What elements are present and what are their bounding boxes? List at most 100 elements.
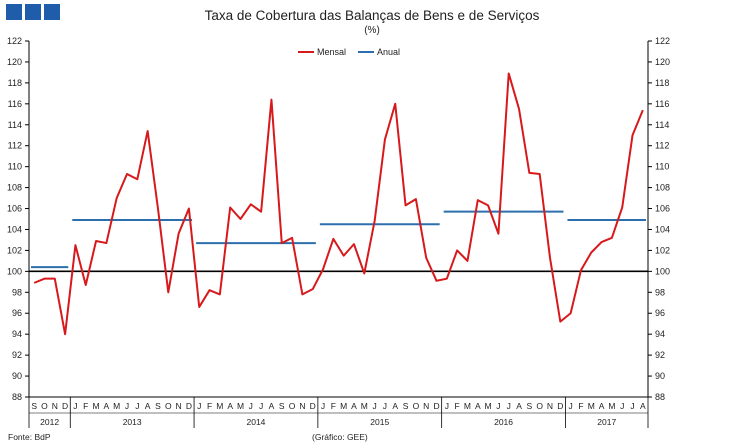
- y-tick-label-left: 104: [7, 224, 22, 234]
- y-tick-label-left: 100: [7, 266, 22, 276]
- logo-square-1: [6, 4, 22, 20]
- y-tick-label-left: 94: [12, 329, 22, 339]
- month-label: A: [227, 401, 233, 411]
- month-label: M: [588, 401, 595, 411]
- month-label: J: [321, 401, 325, 411]
- month-label: A: [392, 401, 398, 411]
- month-label: J: [125, 401, 129, 411]
- month-label: S: [279, 401, 285, 411]
- month-label: J: [507, 401, 511, 411]
- year-label: 2014: [247, 417, 266, 427]
- legend: Mensal Anual: [298, 47, 400, 57]
- year-label: 2013: [123, 417, 142, 427]
- month-label: F: [578, 401, 583, 411]
- y-tick-label-right: 106: [655, 204, 670, 214]
- month-label: S: [155, 401, 161, 411]
- month-label: J: [620, 401, 624, 411]
- y-tick-label-right: 104: [655, 224, 670, 234]
- y-tick-label-left: 120: [7, 57, 22, 67]
- month-label: J: [135, 401, 139, 411]
- month-label: M: [608, 401, 615, 411]
- month-label: O: [413, 401, 420, 411]
- month-label: M: [485, 401, 492, 411]
- month-label: N: [176, 401, 182, 411]
- month-label: A: [269, 401, 275, 411]
- month-label: N: [547, 401, 553, 411]
- month-label: D: [310, 401, 316, 411]
- month-label: J: [445, 401, 449, 411]
- y-tick-label-right: 96: [655, 308, 665, 318]
- logo-square-3: [44, 4, 60, 20]
- month-label: D: [433, 401, 439, 411]
- y-tick-label-right: 108: [655, 183, 670, 193]
- year-label: 2015: [370, 417, 389, 427]
- month-label: O: [289, 401, 296, 411]
- month-label: J: [383, 401, 387, 411]
- legend-label-mensal: Mensal: [317, 47, 346, 57]
- y-tick-label-left: 96: [12, 308, 22, 318]
- month-label: A: [599, 401, 605, 411]
- year-label: 2016: [494, 417, 513, 427]
- month-label: D: [62, 401, 68, 411]
- month-label: S: [527, 401, 533, 411]
- month-label: A: [475, 401, 481, 411]
- month-label: N: [299, 401, 305, 411]
- y-tick-label-left: 90: [12, 371, 22, 381]
- month-label: M: [113, 401, 120, 411]
- month-label: A: [351, 401, 357, 411]
- month-label: A: [145, 401, 151, 411]
- y-tick-label-left: 116: [8, 99, 22, 109]
- logo-square-2: [25, 4, 41, 20]
- y-tick-label-left: 88: [12, 392, 22, 402]
- month-label: M: [340, 401, 347, 411]
- month-label: D: [186, 401, 192, 411]
- y-tick-label-left: 112: [8, 141, 22, 151]
- y-tick-label-left: 114: [8, 120, 22, 130]
- month-label: O: [165, 401, 172, 411]
- month-label: J: [372, 401, 376, 411]
- month-label: J: [259, 401, 263, 411]
- month-label: A: [640, 401, 646, 411]
- chart-title: Taxa de Cobertura das Balanças de Bens e…: [205, 8, 540, 23]
- source-note: Fonte: BdP: [8, 432, 51, 442]
- month-label: J: [73, 401, 77, 411]
- y-tick-label-right: 116: [655, 99, 669, 109]
- y-tick-label-left: 118: [8, 78, 22, 88]
- month-label: A: [516, 401, 522, 411]
- y-tick-label-left: 102: [7, 245, 22, 255]
- y-tick-label-right: 120: [655, 57, 670, 67]
- month-label: O: [41, 401, 48, 411]
- month-label: N: [423, 401, 429, 411]
- y-tick-label-right: 122: [655, 36, 670, 46]
- series-layer: [31, 72, 646, 336]
- month-label: J: [249, 401, 253, 411]
- month-label: J: [569, 401, 573, 411]
- month-label: M: [93, 401, 100, 411]
- month-label: D: [557, 401, 563, 411]
- month-label: A: [104, 401, 110, 411]
- year-label: 2017: [597, 417, 616, 427]
- year-label: 2012: [40, 417, 59, 427]
- y-tick-label-right: 90: [655, 371, 665, 381]
- month-label: J: [197, 401, 201, 411]
- month-label: O: [536, 401, 543, 411]
- month-label: M: [216, 401, 223, 411]
- credit-note: (Gráfico: GEE): [312, 432, 368, 442]
- y-tick-label-right: 114: [655, 120, 669, 130]
- y-tick-label-right: 110: [655, 162, 669, 172]
- y-tick-label-right: 88: [655, 392, 665, 402]
- y-tick-label-right: 98: [655, 287, 665, 297]
- chart-subtitle: (%): [364, 25, 380, 36]
- month-label: M: [361, 401, 368, 411]
- month-label: F: [207, 401, 212, 411]
- y-tick-label-left: 122: [7, 36, 22, 46]
- month-label: S: [31, 401, 37, 411]
- monthly-series-line: [33, 72, 644, 336]
- month-label: F: [331, 401, 336, 411]
- y-tick-label-right: 112: [655, 141, 669, 151]
- y-tick-label-left: 106: [7, 204, 22, 214]
- y-tick-label-right: 92: [655, 350, 665, 360]
- axes-layer: 88 88 90 90 92 92 94 94 96 96 98 98 100 100 102 102 104 1…: [7, 36, 670, 428]
- y-tick-label-right: 100: [655, 266, 670, 276]
